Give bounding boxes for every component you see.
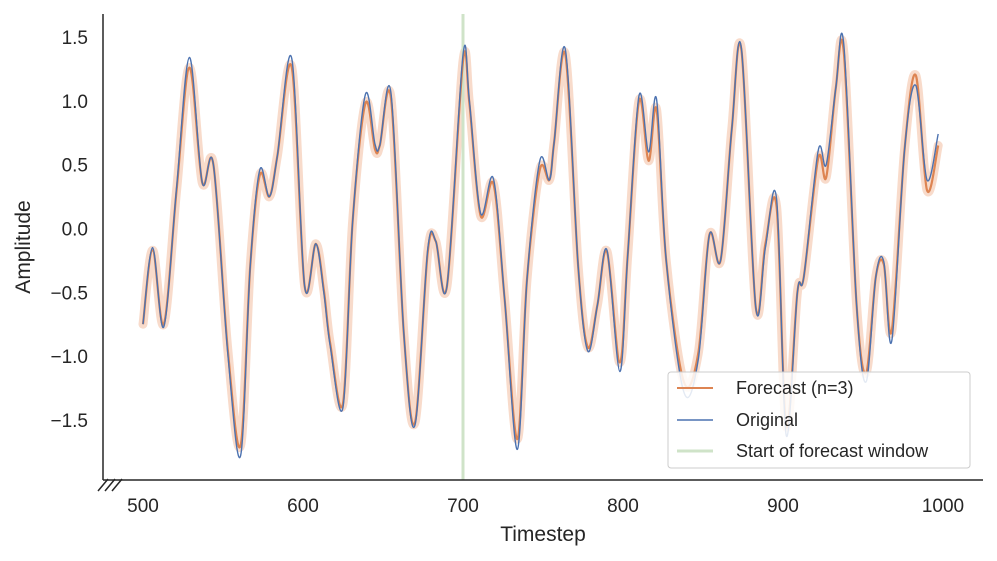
x-axis-label: Timestep	[500, 523, 586, 546]
y-tick-label: −1.5	[50, 411, 88, 432]
series-layer	[141, 32, 940, 459]
x-tick-label: 900	[767, 496, 799, 517]
x-tick-label: 1000	[922, 496, 964, 517]
y-axis-label: Amplitude	[12, 200, 35, 293]
y-tick-label: −1.0	[50, 347, 88, 368]
original-series-line	[142, 32, 939, 459]
x-tick-label: 600	[287, 496, 319, 517]
x-tick-label: 800	[607, 496, 639, 517]
y-tick-label: 0.5	[62, 156, 88, 177]
x-tick-label: 700	[447, 496, 479, 517]
legend-forecast-label: Forecast (n=3)	[736, 378, 854, 398]
axis-break-marks	[97, 478, 123, 492]
y-ticks: −1.5 −1.0 −0.5 0.0 0.5 1.0 1.5	[50, 28, 88, 432]
legend: Forecast (n=3) Original Start of forecas…	[667, 371, 971, 469]
y-tick-label: −0.5	[50, 283, 88, 304]
y-tick-label: 0.0	[62, 219, 88, 240]
legend-start-label: Start of forecast window	[736, 441, 929, 461]
y-tick-label: 1.5	[62, 28, 88, 49]
x-ticks: 500 600 700 800 900 1000	[127, 496, 964, 517]
y-tick-label: 1.0	[62, 92, 88, 113]
legend-box	[667, 371, 971, 469]
legend-original-label: Original	[736, 410, 798, 430]
x-tick-label: 500	[127, 496, 159, 517]
